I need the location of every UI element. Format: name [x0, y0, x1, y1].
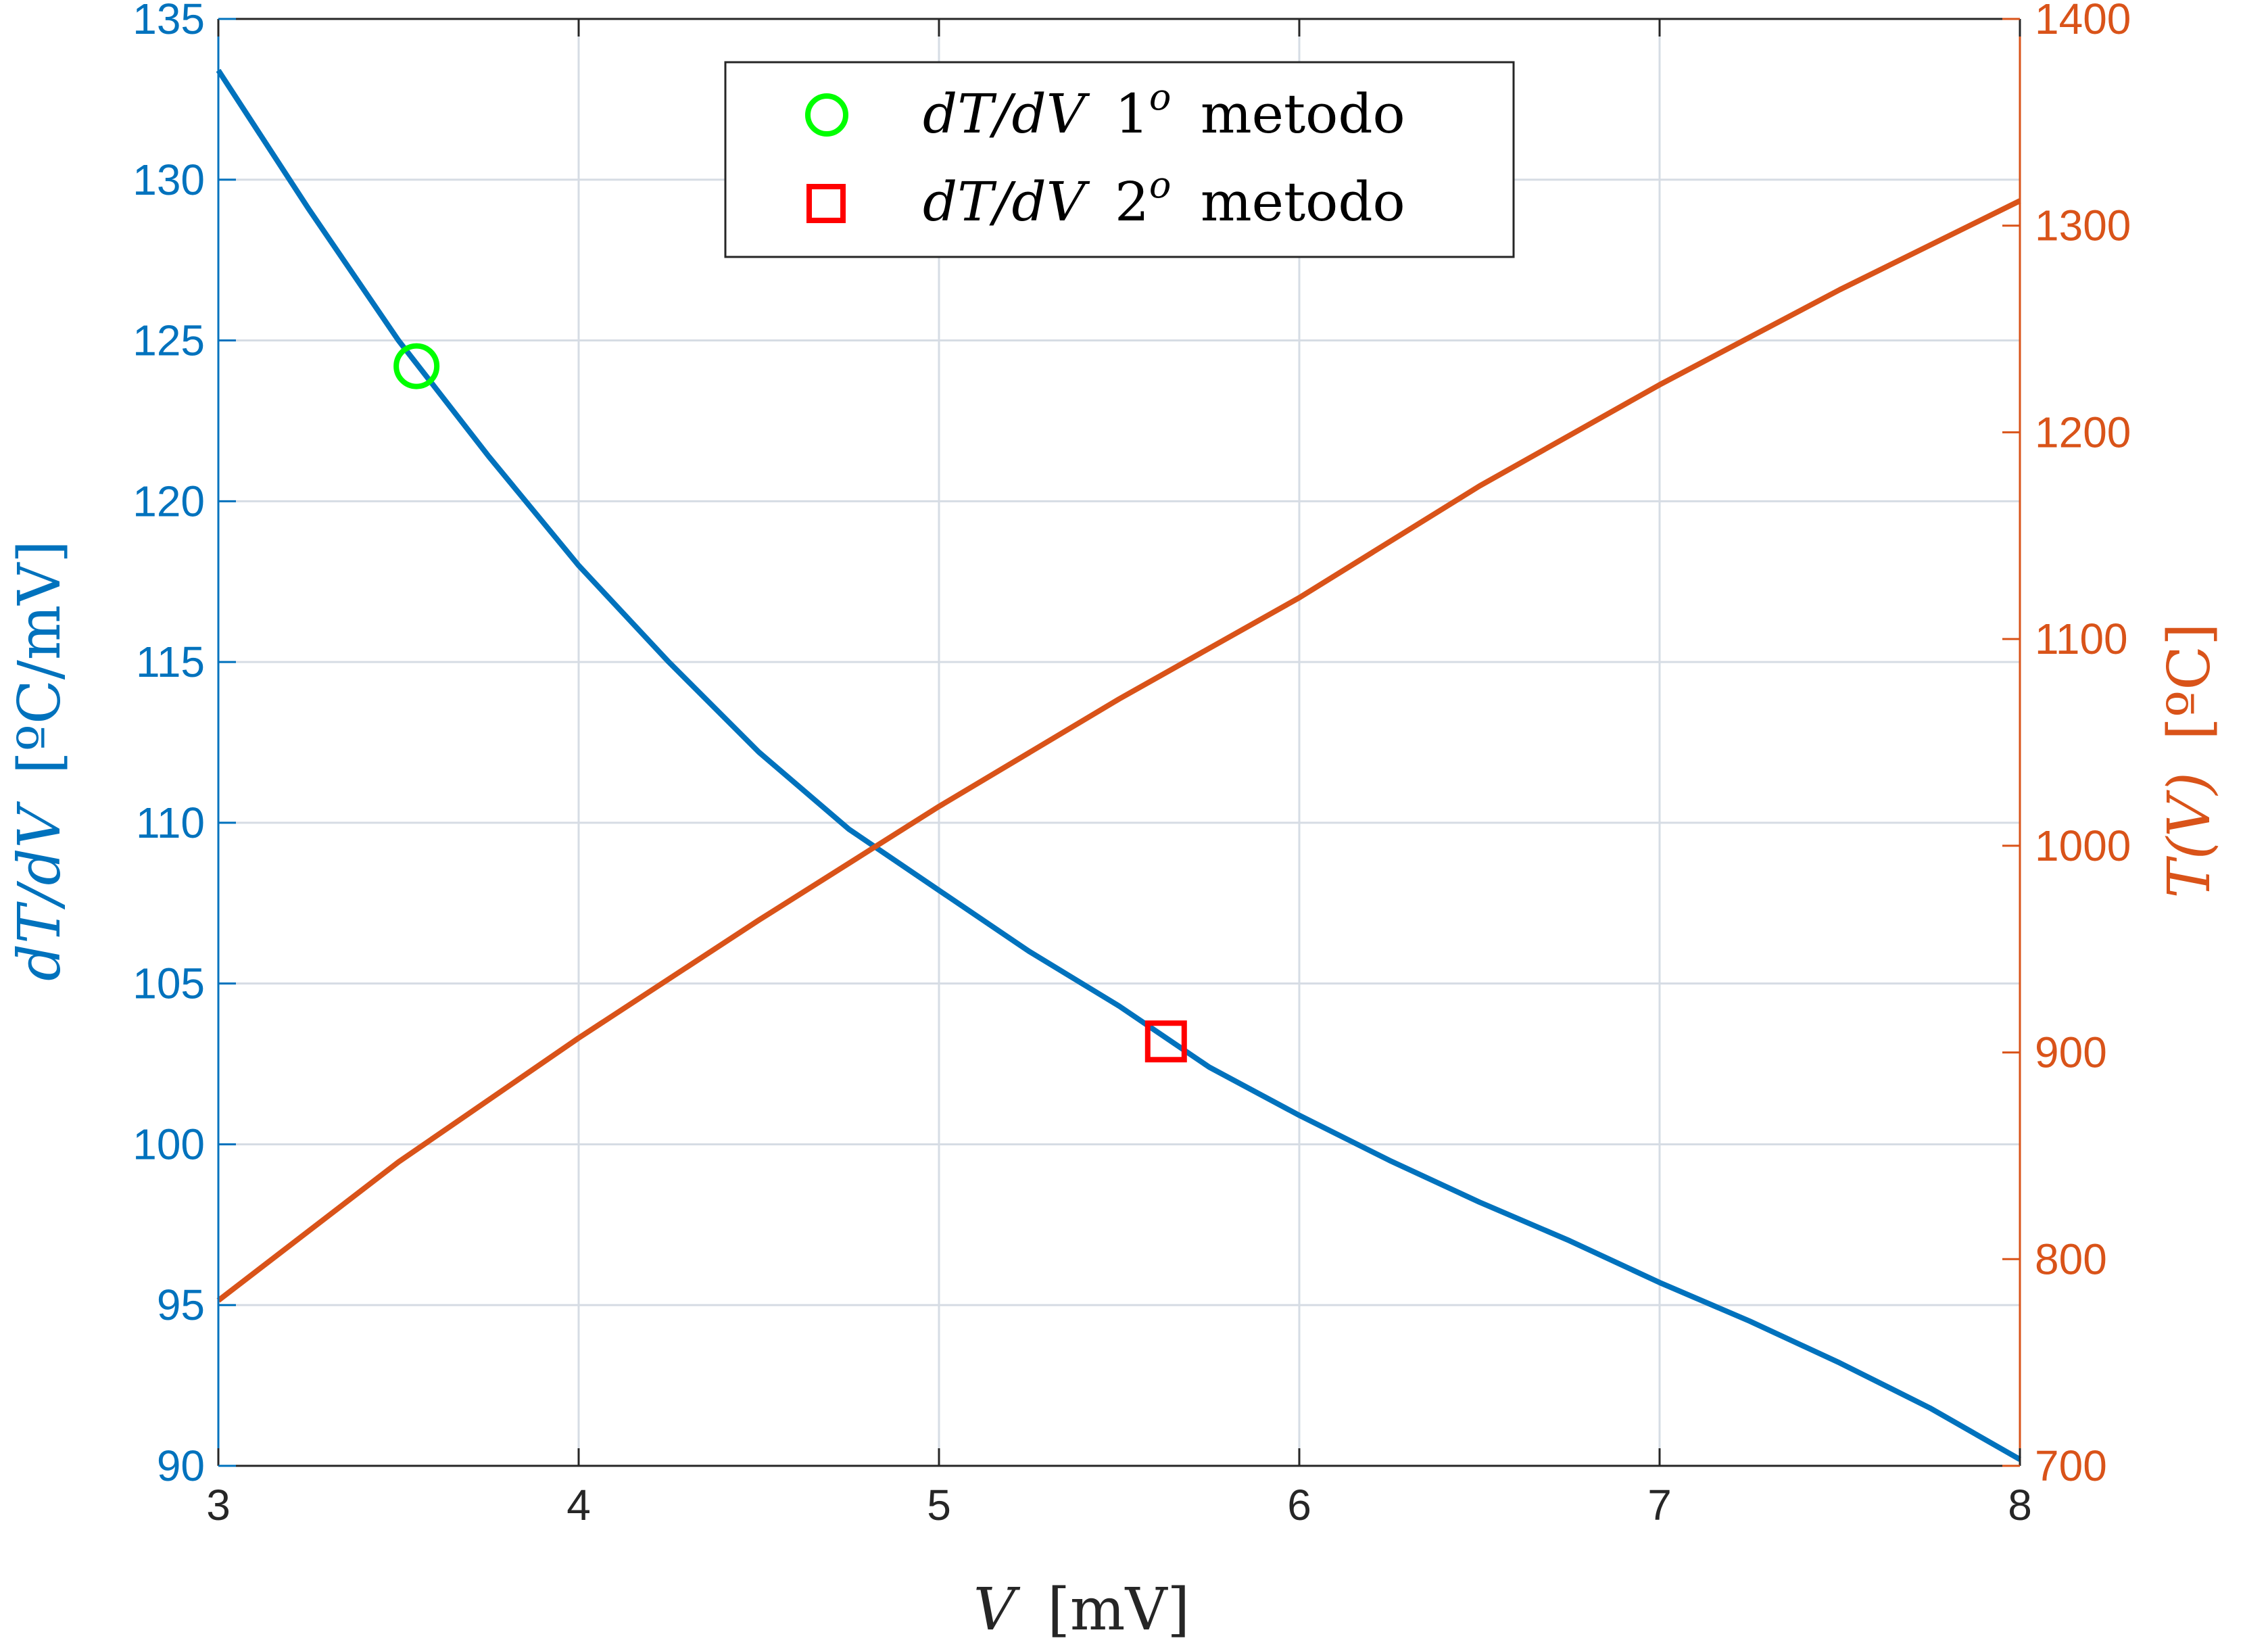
x-axis-label: V [mV] — [973, 1576, 1190, 1644]
y-right-tick-label-4: 1100 — [2035, 615, 2128, 663]
legend-marker-square — [806, 184, 846, 223]
y-left-tick-label-7: 125 — [132, 316, 205, 365]
y-right-tick-label-5: 1200 — [2035, 408, 2131, 456]
y-right-tick-label-2: 900 — [2035, 1028, 2107, 1077]
y-right-axis-label-unit: [ºC] — [2156, 623, 2223, 740]
x-tick-label-2: 5 — [927, 1481, 951, 1529]
legend-marker-circle — [805, 93, 848, 137]
markers — [393, 343, 1187, 1063]
x-tick-label-5: 8 — [2008, 1481, 2032, 1529]
y-left-axis-label-var: dT/dV — [6, 801, 74, 980]
y-left-tick-label-5: 115 — [136, 638, 205, 686]
plot-lines — [216, 68, 2021, 1462]
y-left-axis-label-unit: [ºC/mV] — [6, 540, 74, 774]
y-right-tick-label-7: 1400 — [2035, 0, 2131, 43]
x-axis-label-unit: [mV] — [1047, 1576, 1190, 1644]
y-right-tick-label-3: 1000 — [2035, 821, 2131, 870]
y-left-tick-label-2: 100 — [132, 1120, 205, 1168]
marker-square-3-0 — [1144, 1020, 1187, 1063]
y-right-axis-label-var: T(V) — [2156, 772, 2223, 899]
series-line-1 — [216, 198, 2021, 1303]
axes — [217, 18, 2021, 1467]
y-right-tick-label-6: 1300 — [2035, 201, 2131, 250]
legend-entry-2: dT/dV 2o metodo — [923, 147, 1405, 233]
legend-entry-1: dT/dV 1o metodo — [923, 59, 1405, 145]
y-right-axis-label: T(V) [ºC] — [2156, 623, 2223, 898]
grid — [217, 18, 2021, 1467]
y-left-tick-label-0: 90 — [157, 1441, 205, 1490]
y-left-tick-label-6: 120 — [132, 477, 205, 525]
series-line-0 — [216, 68, 2021, 1462]
ticks: 3 4 5 6 7 8 90 95 100 105 110 115 120 125 130 135 700 800… — [132, 0, 2131, 1529]
legend: dT/dV 1o metodo dT/dV 2o metodo — [724, 59, 1515, 258]
x-tick-label-1: 4 — [566, 1481, 591, 1529]
y-left-tick-label-1: 95 — [157, 1281, 205, 1329]
y-left-tick-label-4: 110 — [136, 798, 205, 847]
y-left-tick-label-3: 105 — [132, 959, 205, 1008]
legend-box — [724, 61, 1515, 258]
y-right-tick-label-1: 800 — [2035, 1235, 2107, 1283]
marker-circle-2-0 — [393, 343, 440, 389]
x-tick-label-4: 7 — [1647, 1481, 1672, 1529]
plot-area — [218, 19, 2020, 1466]
x-tick-label-3: 6 — [1287, 1481, 1311, 1529]
y-left-tick-label-9: 135 — [132, 0, 205, 43]
x-tick-label-0: 3 — [206, 1481, 231, 1529]
x-axis-label-var: V — [973, 1576, 1021, 1644]
y-left-axis-label: dT/dV [ºC/mV] — [6, 540, 74, 981]
y-right-tick-label-0: 700 — [2035, 1441, 2107, 1490]
y-left-tick-label-8: 130 — [132, 156, 205, 204]
